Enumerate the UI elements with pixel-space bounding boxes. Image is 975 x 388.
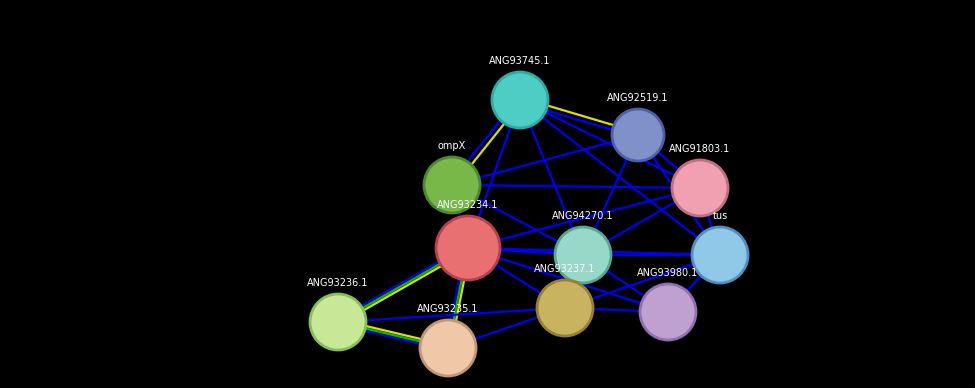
Circle shape bbox=[555, 227, 611, 283]
Text: ANG93236.1: ANG93236.1 bbox=[307, 278, 369, 288]
Circle shape bbox=[692, 227, 748, 283]
Circle shape bbox=[420, 320, 476, 376]
Circle shape bbox=[672, 160, 728, 216]
Text: ANG93237.1: ANG93237.1 bbox=[534, 264, 596, 274]
Circle shape bbox=[640, 284, 696, 340]
Text: ANG92519.1: ANG92519.1 bbox=[607, 93, 669, 103]
Circle shape bbox=[436, 216, 500, 280]
Text: ANG93234.1: ANG93234.1 bbox=[438, 200, 498, 210]
Circle shape bbox=[424, 157, 480, 213]
Circle shape bbox=[492, 72, 548, 128]
Circle shape bbox=[310, 294, 366, 350]
Text: tus: tus bbox=[713, 211, 727, 221]
Text: ANG93980.1: ANG93980.1 bbox=[638, 268, 699, 278]
Text: ANG91803.1: ANG91803.1 bbox=[670, 144, 730, 154]
Text: ANG93745.1: ANG93745.1 bbox=[489, 56, 551, 66]
Text: ompX: ompX bbox=[438, 141, 466, 151]
Circle shape bbox=[612, 109, 664, 161]
Text: ANG94270.1: ANG94270.1 bbox=[552, 211, 613, 221]
Text: ANG93235.1: ANG93235.1 bbox=[417, 304, 479, 314]
Circle shape bbox=[537, 280, 593, 336]
